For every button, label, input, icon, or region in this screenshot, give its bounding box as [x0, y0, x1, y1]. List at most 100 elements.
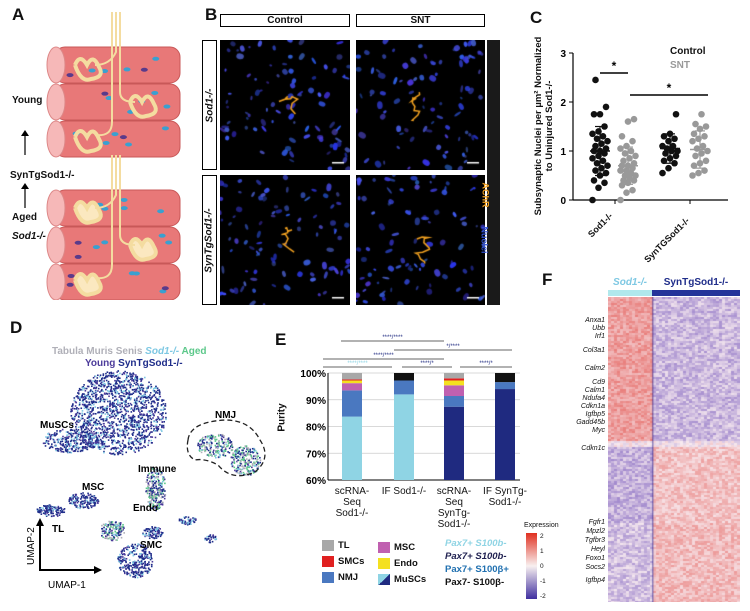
cluster-label: TL — [52, 524, 64, 535]
c-point — [629, 137, 636, 145]
channel-nuclei: Nuclei — [479, 226, 490, 254]
c-point — [592, 76, 599, 84]
c-point — [590, 110, 598, 118]
channel-achr: AChR — [480, 182, 491, 208]
cluster-label: SMC — [140, 540, 162, 551]
c-point — [601, 179, 608, 187]
e-ytick: 100% — [300, 369, 326, 380]
c-point — [617, 196, 624, 204]
young-fibers — [46, 12, 181, 158]
gene-label: Cdkn1a — [580, 403, 605, 410]
e-bar-segment — [444, 380, 464, 386]
c-point — [692, 120, 699, 128]
d-legend-line2: Young SynTgSod1-/- — [85, 358, 183, 369]
cluster-label: MSC — [82, 482, 104, 493]
header-snt: SNT — [356, 14, 485, 27]
stacked-bar-chart-e: 60%70%80%90%100%****/*****/********/****… — [300, 335, 520, 487]
legend-nmj: NMJ — [322, 572, 358, 583]
micrograph-syntg-control — [220, 175, 350, 305]
gene-label: Ubb — [592, 325, 605, 332]
c-point — [604, 162, 611, 169]
c-point — [674, 147, 681, 155]
c-point — [701, 133, 708, 140]
e-significance-label: ****/**** — [373, 353, 394, 359]
c-point — [596, 110, 604, 118]
e-bar-segment — [342, 373, 362, 380]
c-point — [699, 142, 707, 150]
f-scale-tick: 2 — [540, 533, 544, 540]
e-category-label: scRNA-Seq Sod1-/- — [334, 486, 370, 519]
c-point — [690, 130, 698, 138]
e-bar-segment — [444, 396, 464, 407]
umap-plot: MuSCs NMJ Immune MSC Endo TL SMC UMAP-1 UMAP-2 — [26, 370, 266, 591]
c-significance-label: * — [667, 81, 672, 95]
panel-label-d: D — [10, 318, 23, 337]
legend-sod1: Sod1-/- — [145, 346, 180, 357]
umap-ylabel: UMAP-2 — [26, 527, 37, 565]
legend-snt: SNT — [670, 60, 690, 71]
c-point — [702, 157, 710, 165]
panel-label-a: A — [12, 5, 25, 24]
c-ylabel: Subsynaptic Nuclei per µm² Normalized to… — [533, 36, 555, 216]
c-point — [626, 155, 633, 162]
e-bar-segment — [394, 380, 414, 395]
marker-pax7neg-s100bneg: Pax7- S100β- — [445, 577, 505, 588]
c-point — [624, 118, 632, 125]
e-bar-segment — [444, 385, 464, 397]
legend-endo: Endo — [378, 558, 418, 569]
c-point — [592, 167, 599, 174]
c-point — [595, 128, 602, 135]
c-point — [665, 164, 672, 172]
cluster-smc-b — [142, 526, 164, 540]
c-point — [665, 137, 672, 145]
legend-tl: TL — [322, 540, 350, 551]
panel-label-b: B — [205, 5, 218, 24]
c-point — [604, 137, 611, 145]
cluster-tl — [36, 504, 66, 518]
e-bar-segment — [444, 406, 464, 480]
e-bar-segment — [394, 394, 414, 480]
gene-label: Calm2 — [584, 365, 605, 372]
c-point — [692, 152, 699, 160]
f-scale-tick: 1 — [540, 548, 544, 555]
c-point — [618, 133, 626, 140]
legend-tms: Tabula Muris Senis — [52, 346, 143, 357]
e-bar-segment — [444, 373, 464, 379]
header-control: Control — [220, 14, 350, 27]
e-bar-segment — [342, 416, 362, 480]
c-point — [589, 130, 596, 138]
c-point — [698, 110, 705, 118]
c-significance-label: * — [612, 59, 617, 73]
f-legend-title: Expression — [524, 522, 559, 529]
e-category-label: IF Sod1-/- — [381, 486, 427, 497]
c-point — [704, 147, 711, 155]
c-point — [593, 159, 601, 167]
cluster-msc — [68, 492, 100, 510]
cluster-label: MuSCs — [40, 420, 74, 431]
e-significance-label: ****/**** — [347, 361, 368, 367]
c-point — [695, 169, 702, 177]
f-colbar-syntg — [652, 290, 740, 296]
c-point — [599, 133, 607, 140]
c-point — [690, 162, 698, 169]
legend-young: Young — [85, 358, 116, 369]
panel-label-e: E — [275, 330, 287, 349]
umap-axes — [39, 522, 98, 571]
umap-xlabel: UMAP-1 — [48, 580, 86, 591]
e-ytick: 70% — [306, 449, 326, 460]
gene-label: Socs2 — [585, 564, 605, 571]
e-ytick: 60% — [306, 476, 326, 487]
c-point — [599, 157, 607, 165]
gene-label: Anxa1 — [585, 317, 605, 324]
c-ytick: 2 — [560, 98, 566, 109]
c-point — [630, 159, 638, 167]
label-aged: Aged — [12, 212, 37, 223]
gene-label: Ndufa4 — [582, 395, 605, 402]
cluster-label: NMJ — [215, 410, 236, 421]
f-col-sod1: Sod1-/- — [613, 277, 647, 288]
c-point — [598, 140, 605, 147]
c-point — [689, 137, 696, 145]
gene-label: Heyl — [590, 546, 605, 553]
gene-label: Fgfr1 — [588, 519, 605, 526]
e-significance-label: ****/* — [479, 361, 493, 367]
